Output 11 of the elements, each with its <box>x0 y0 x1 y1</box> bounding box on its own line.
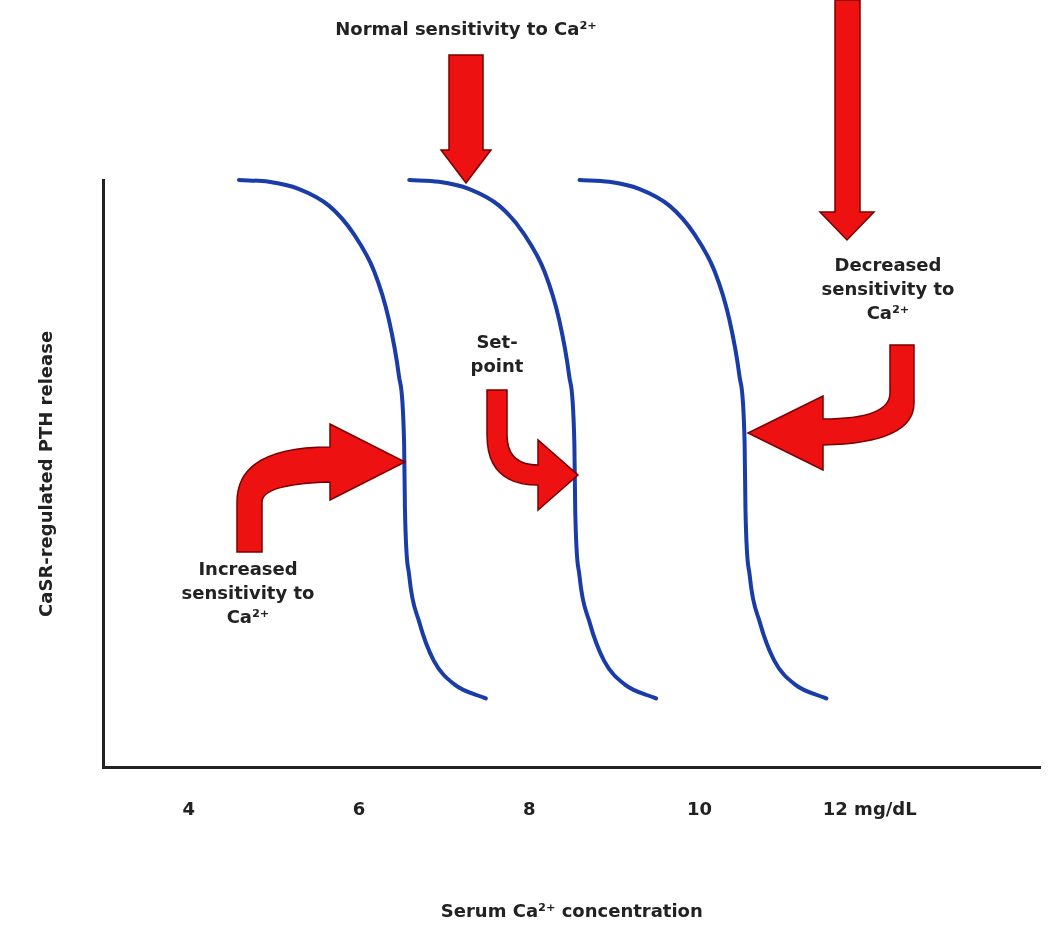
y-axis-title: CaSR-regulated PTH release <box>35 330 57 617</box>
x-tick-label: 10 <box>686 798 713 820</box>
x-tick-label: 12 mg/dL <box>822 798 917 820</box>
annotation: Decreased sensitivity to Ca²⁺ <box>820 253 956 325</box>
annotation: Increased sensitivity to Ca²⁺ <box>180 557 316 629</box>
x-tick-label: 6 <box>352 798 366 820</box>
annotation: Set-point <box>469 330 525 378</box>
x-axis-title: Serum Ca²⁺ concentration <box>440 899 703 921</box>
text: Normal sensitivity to Ca²⁺ <box>334 17 598 41</box>
x-tick-label: 8 <box>522 798 536 820</box>
x-tick-label: 4 <box>182 798 195 820</box>
